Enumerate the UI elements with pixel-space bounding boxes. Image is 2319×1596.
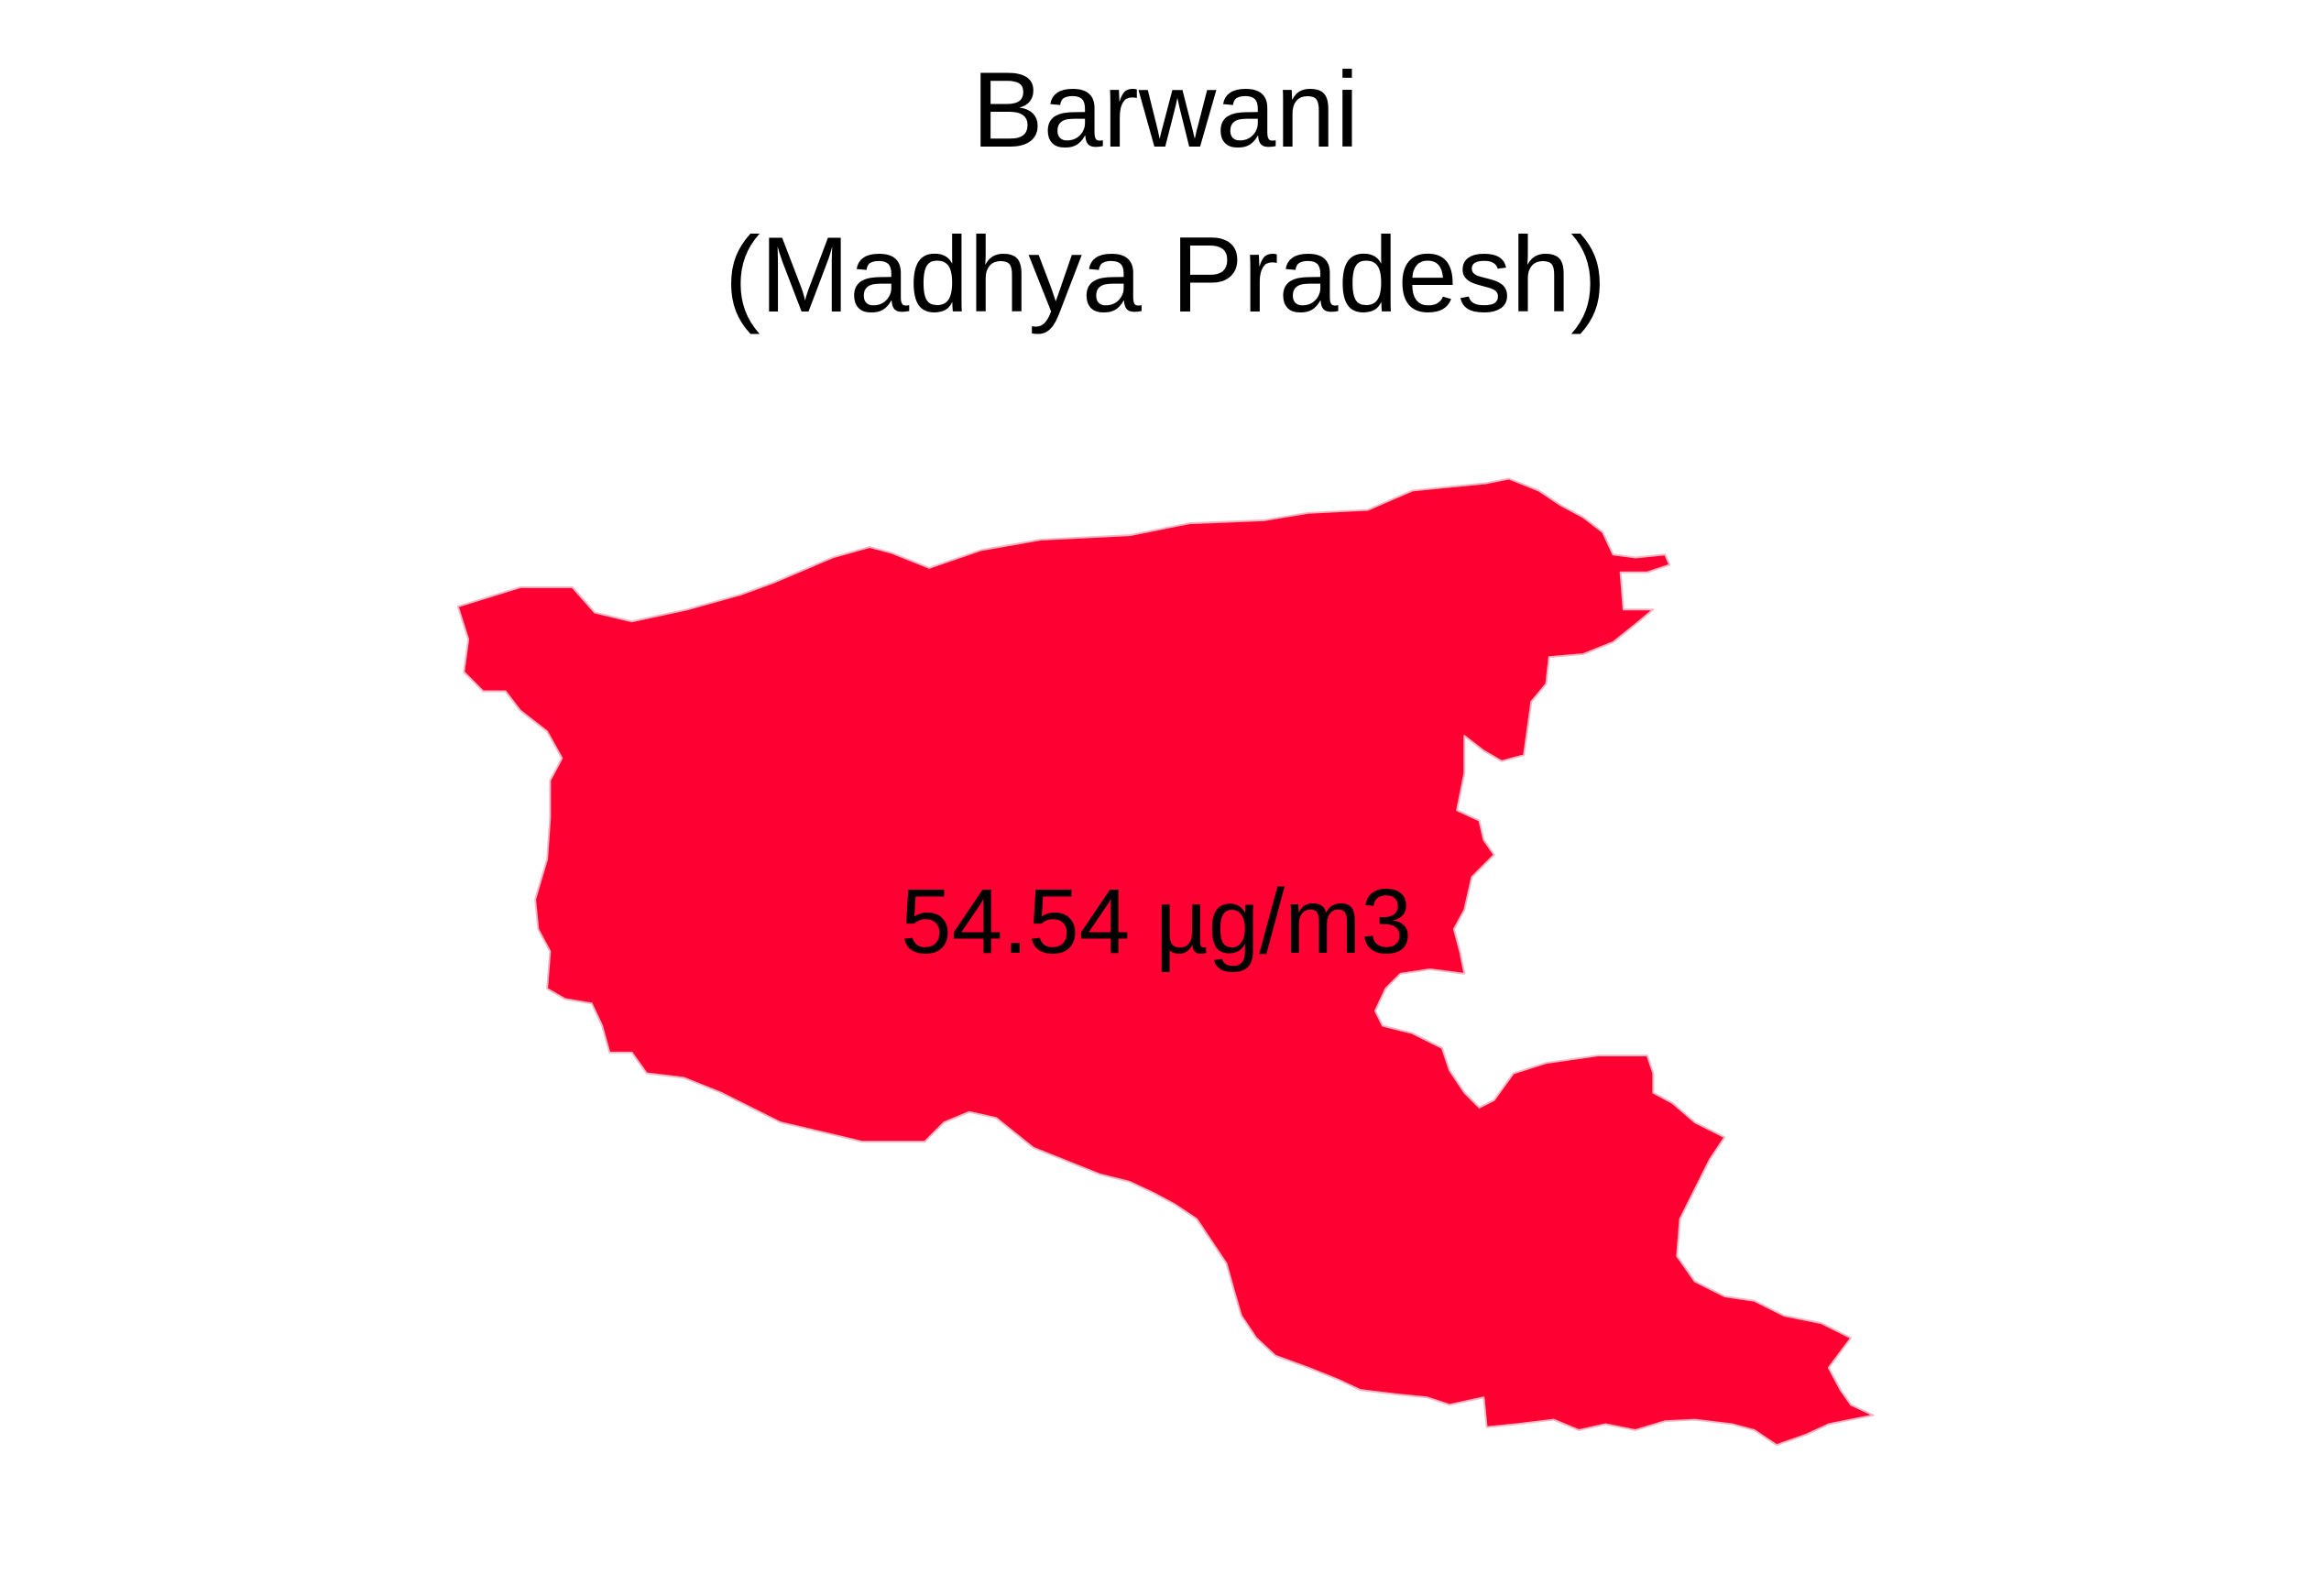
region-value-label: 54.54 µg/m3: [901, 870, 1412, 973]
map-title-line2: (Madhya Pradesh): [725, 214, 1606, 334]
district-region-shape: [456, 477, 1875, 1447]
map-title-line1: Barwani: [972, 49, 1360, 169]
